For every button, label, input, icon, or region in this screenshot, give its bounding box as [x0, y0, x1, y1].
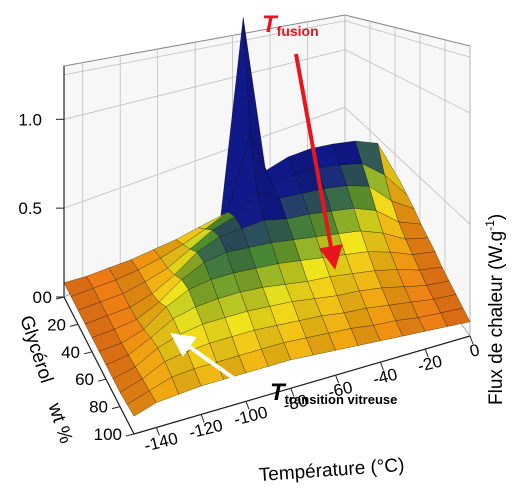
grid-line-z [344, 20, 471, 58]
glass-T: T [270, 379, 287, 406]
y-axis-title: Glycérol wt % [15, 313, 76, 446]
svg-text:Tfusion: Tfusion [262, 11, 319, 39]
x-tick-mark [200, 414, 205, 423]
y-tick-mark [111, 406, 121, 410]
tick-label: 20 [47, 315, 66, 334]
grid-line-z [63, 106, 346, 209]
y-axis-title-unit: wt % [43, 400, 76, 447]
fusion-T: T [262, 11, 279, 38]
tick-label: 0 [43, 288, 52, 307]
svg-text:Ttransition vitreuse: Ttransition vitreuse [270, 379, 397, 407]
tick-label: -20 [416, 352, 444, 376]
y-tick-mark [69, 323, 79, 327]
tick-label: 80 [89, 398, 108, 417]
x-tick-mark [290, 388, 295, 397]
z-axis-ticks: 0 0.5 1.0 [18, 110, 64, 307]
x-tick-mark [424, 348, 429, 358]
fusion-arrow [294, 53, 343, 270]
glass-sub: transition vitreuse [285, 392, 398, 407]
grid-line-z [344, 49, 471, 114]
x-tick-mark [379, 361, 384, 371]
tick-label: -140 [142, 429, 180, 456]
tick-label: 100 [94, 425, 122, 444]
x-tick-mark [245, 401, 250, 410]
x-tick-mark [335, 375, 340, 384]
x-tick-mark [469, 335, 474, 345]
y-tick-mark [83, 351, 93, 355]
surface-cell [377, 143, 408, 196]
x-axis-ticks: -140 -120 -100 -80-60-40-200 [142, 335, 482, 456]
y-tick-mark [125, 433, 135, 437]
grid-line-z [344, 107, 471, 225]
tick-label: -120 [187, 416, 225, 443]
z-axis-title-base: Flux de chaleur (W.g [486, 231, 507, 405]
tick-label: -40 [371, 365, 399, 389]
y-tick-mark [97, 378, 107, 382]
tick-label: 60 [75, 370, 94, 389]
z-axis-title-sup: -1 [483, 220, 497, 231]
z-axis-title-end: ) [486, 214, 507, 220]
glass-transition-annotation: Ttransition vitreuse [170, 333, 397, 407]
y-axis-line [63, 296, 135, 435]
tick-label: 0 [33, 288, 42, 307]
tick-label: -100 [232, 403, 270, 430]
y-tick-mark [55, 296, 65, 300]
axis-lines [63, 66, 471, 435]
fusion-sub: fusion [277, 23, 319, 39]
x-tick-mark [155, 427, 160, 436]
z-axis-title: Flux de chaleur (W.g-1) [483, 214, 507, 405]
tick-label: 1.0 [18, 110, 42, 129]
x-axis-line [133, 335, 471, 435]
glass-arrow [170, 333, 238, 382]
x-axis-title: Température (°C) [258, 455, 405, 486]
grid-line-z [63, 20, 346, 76]
y-axis-ticks: 0 20 40 60 80 100 [43, 288, 135, 444]
tick-label: 0 [468, 340, 482, 361]
tick-label: 0.5 [18, 199, 42, 218]
tick-label: 40 [61, 343, 80, 362]
fusion-annotation: Tfusion [262, 11, 343, 270]
